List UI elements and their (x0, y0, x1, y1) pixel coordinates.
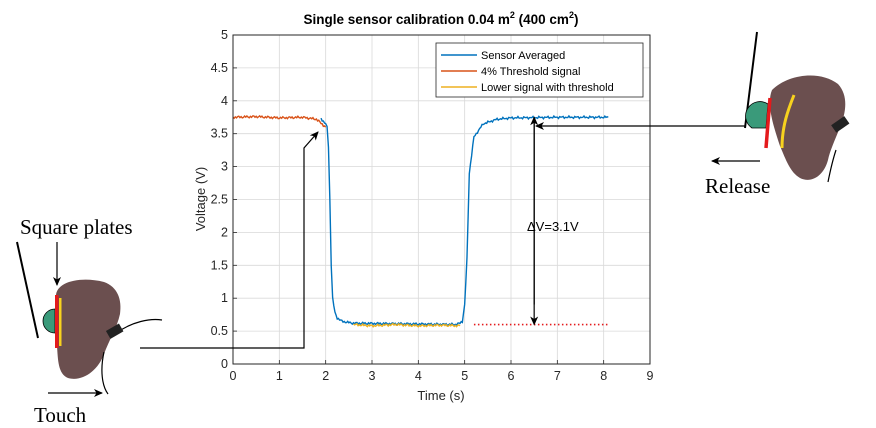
right-finger-body (769, 75, 846, 180)
x-tick-label: 5 (461, 369, 468, 383)
touch-illustration: Square plates Touch (16, 215, 163, 427)
ticks: 0 1 2 3 4 5 6 7 8 9 0 0.5 1 1.5 2 2.5 3 3.5 4 4.5 5 (211, 28, 654, 383)
legend-label-threshold: 4% Threshold signal (481, 66, 580, 78)
left-cable (117, 318, 163, 333)
x-tick-label: 0 (230, 369, 237, 383)
y-tick-label: 5 (221, 28, 228, 42)
series-threshold-signal (232, 114, 327, 128)
y-tick-label: 1.5 (211, 258, 228, 272)
y-tick-label: 2.5 (211, 193, 228, 207)
legend-label-sensor: Sensor Averaged (481, 50, 565, 62)
right-plate-red (764, 97, 772, 149)
y-tick-label: 3 (221, 160, 228, 174)
y-tick-label: 3.5 (211, 127, 228, 141)
y-axis-label: Voltage (V) (193, 167, 208, 231)
series-lower-signal (353, 322, 461, 328)
legend-label-lower: Lower signal with threshold (481, 82, 614, 94)
x-tick-label: 9 (647, 369, 654, 383)
left-plate-yellow (59, 298, 62, 346)
y-tick-label: 0 (221, 357, 228, 371)
square-plates-label: Square plates (20, 215, 133, 239)
y-tick-label: 1 (221, 291, 228, 305)
right-thumb (745, 101, 769, 129)
left-plate-red (55, 295, 59, 348)
series-lines (232, 114, 609, 328)
x-tick-label: 1 (276, 369, 283, 383)
right-plate-yellow (780, 94, 796, 149)
delta-v-label: ΔV=3.1V (527, 219, 579, 234)
series-sensor-averaged (320, 114, 609, 327)
right-connector (831, 116, 850, 133)
left-thumb (42, 308, 56, 334)
x-tick-label: 3 (369, 369, 376, 383)
left-cable-bottom (101, 351, 109, 395)
legend: Sensor Averaged 4% Threshold signal Lowe… (435, 42, 644, 98)
x-tick-label: 2 (322, 369, 329, 383)
x-axis-label: Time (s) (417, 388, 464, 403)
touch-connector-arrow (140, 131, 319, 349)
left-connector (105, 323, 124, 339)
legend-box (435, 42, 644, 98)
touch-label: Touch (34, 403, 87, 427)
axes-frame (232, 34, 651, 365)
y-tick-label: 0.5 (211, 324, 228, 338)
chart-title: Single sensor calibration 0.04 m2 (400 c… (304, 10, 579, 27)
x-tick-label: 7 (554, 369, 561, 383)
y-tick-label: 2 (221, 225, 228, 239)
left-finger-body (55, 279, 121, 379)
right-cable (827, 149, 837, 183)
y-tick-label: 4 (221, 94, 228, 108)
release-label: Release (705, 174, 770, 198)
left-plate-pole (16, 241, 39, 339)
x-tick-label: 8 (600, 369, 607, 383)
delta-v-annotation: ΔV=3.1V (527, 116, 579, 326)
y-tick-label: 4.5 (211, 61, 228, 75)
x-tick-label: 4 (415, 369, 422, 383)
release-illustration: Release (705, 31, 850, 198)
x-tick-label: 6 (508, 369, 515, 383)
